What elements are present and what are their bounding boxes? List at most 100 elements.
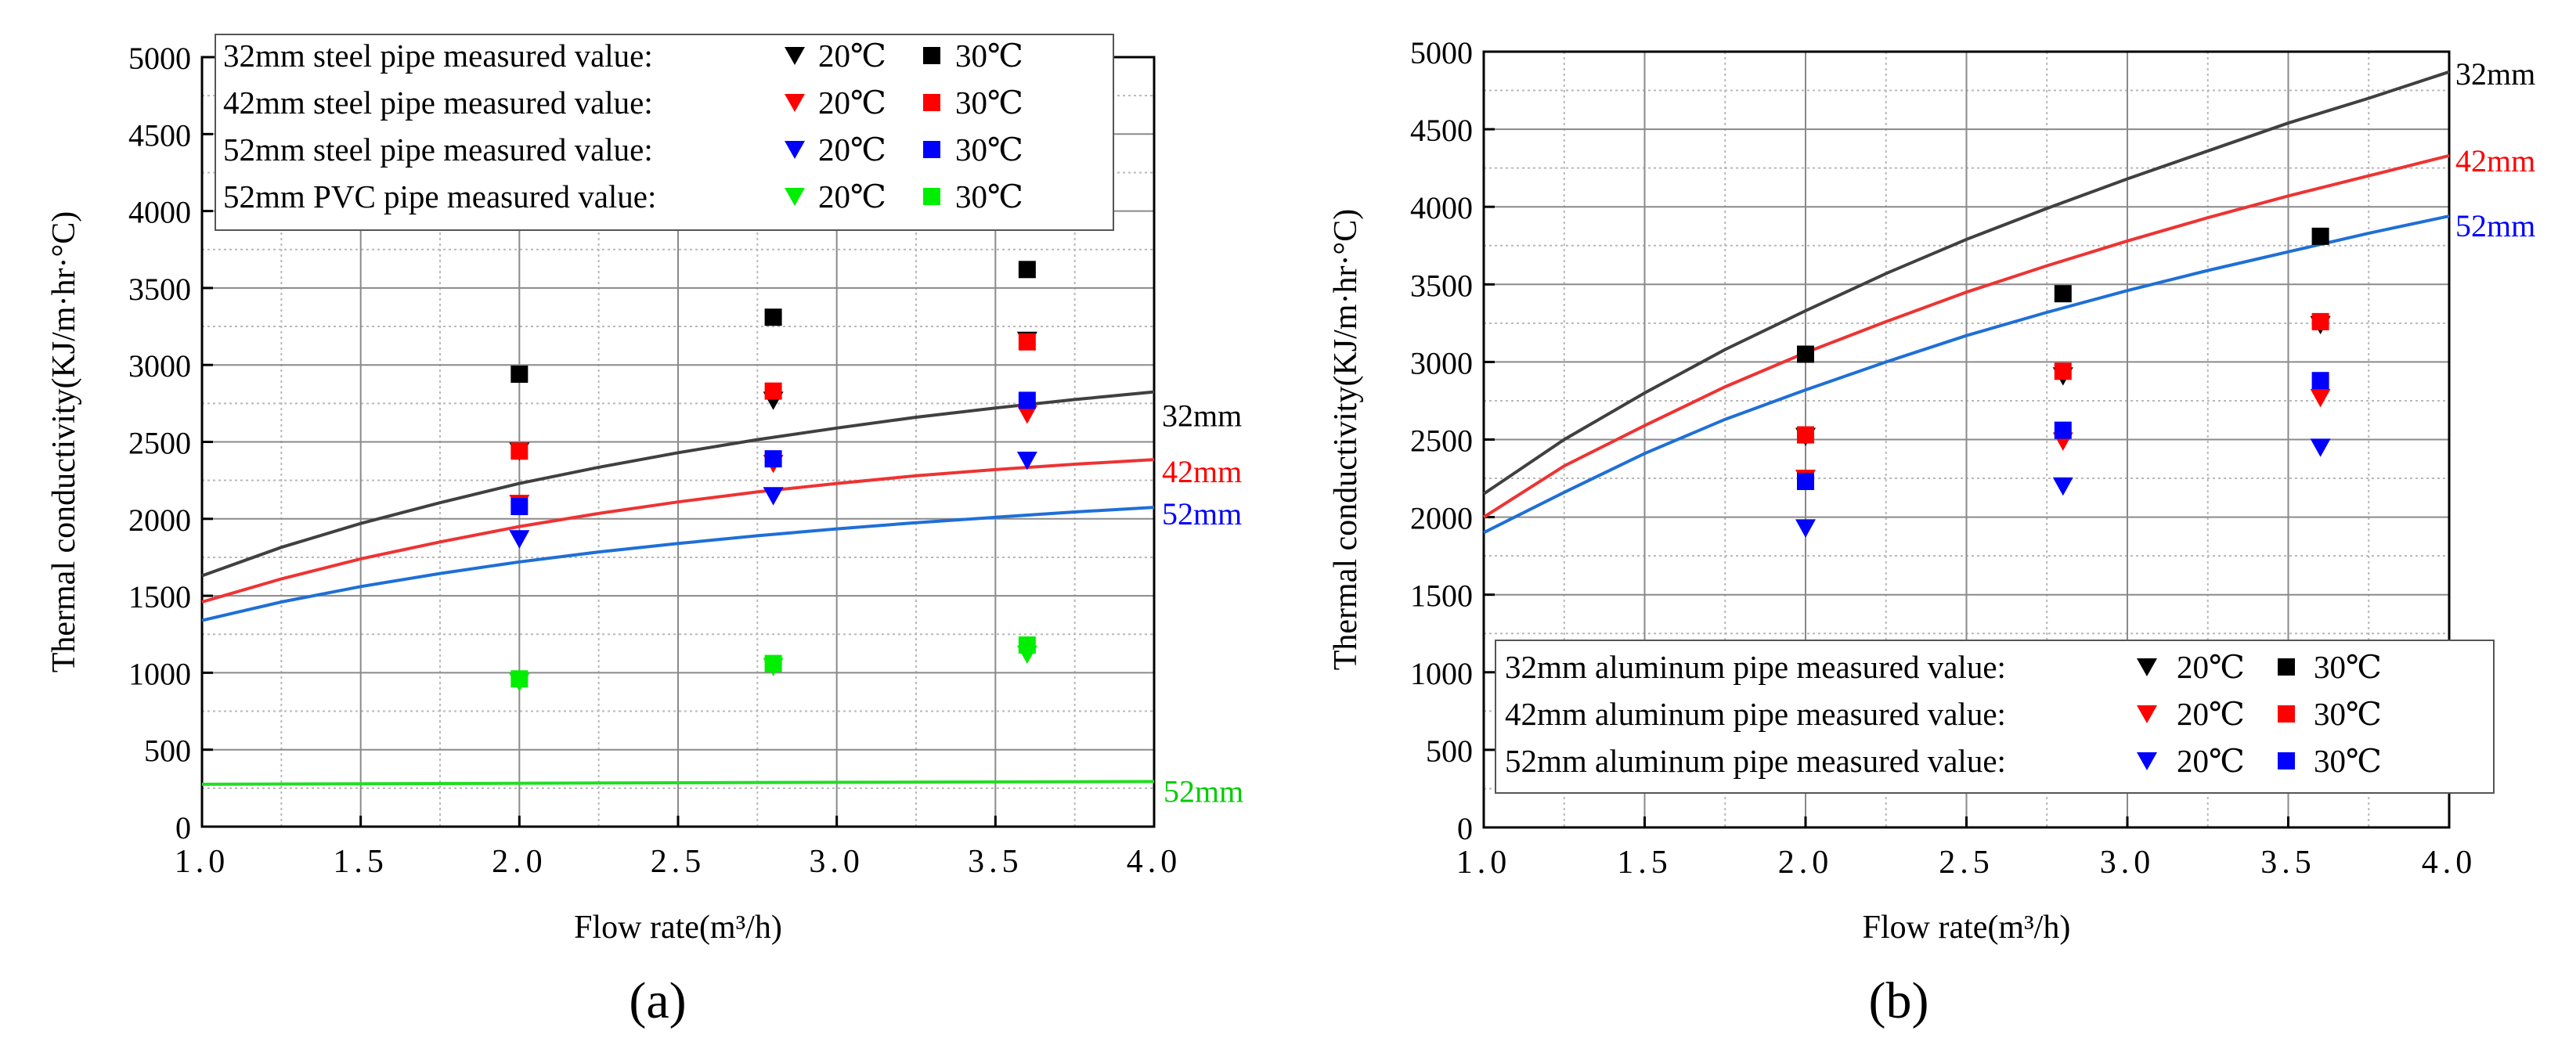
legend-temp-20: 20℃ bbox=[818, 178, 886, 214]
marker-square bbox=[764, 450, 782, 468]
curve-32mm bbox=[1482, 70, 2450, 496]
y-tick-label: 1500 bbox=[128, 579, 191, 614]
legend-temp-20: 20℃ bbox=[2177, 743, 2245, 779]
marker-square bbox=[511, 498, 529, 516]
marker-square bbox=[511, 442, 529, 460]
legend-entry: 32mm steel pipe measured value: 20℃ 30℃ bbox=[223, 38, 1023, 74]
marker-square bbox=[764, 382, 782, 400]
axis-ticks: 1.0 1.5 2.0 2.5 3.0 3.5 4.0 0 500 1000 1500 2000 250… bbox=[1410, 35, 2477, 881]
marker-square bbox=[764, 308, 782, 326]
y-tick-label: 1000 bbox=[128, 656, 191, 691]
y-tick-label: 2500 bbox=[128, 426, 191, 461]
marker-square bbox=[2054, 285, 2072, 303]
x-tick-label: 2.0 bbox=[492, 844, 547, 880]
legend-marker-square bbox=[2278, 705, 2295, 723]
curve-label: 52mm bbox=[1162, 496, 1242, 532]
y-tick-label: 2000 bbox=[1410, 501, 1473, 536]
panel-a-label: (a) bbox=[629, 972, 686, 1029]
curve-42mm bbox=[201, 458, 1155, 604]
y-tick-label: 4000 bbox=[128, 195, 191, 230]
marker-square bbox=[1018, 391, 1036, 409]
legend-label: 42mm steel pipe measured value: bbox=[223, 85, 653, 121]
legend-label: 52mm PVC pipe measured value: bbox=[223, 178, 656, 214]
curve-52mm bbox=[201, 780, 1155, 786]
model-curves: 32mm 42mm 52mm 52mm bbox=[201, 390, 1243, 809]
marker-square bbox=[1797, 426, 1814, 444]
legend-marker-triangle-down bbox=[2137, 705, 2157, 723]
marker-square bbox=[1797, 345, 1814, 363]
legend: 32mm aluminum pipe measured value: 20℃ 30℃… bbox=[1495, 640, 2495, 794]
marker-triangle-down bbox=[2310, 438, 2331, 457]
legend-label: 52mm aluminum pipe measured value: bbox=[1505, 743, 2006, 779]
marker-square bbox=[1018, 261, 1036, 279]
x-tick-label: 2.5 bbox=[651, 844, 706, 880]
curve-label: 42mm bbox=[1162, 454, 1242, 489]
x-tick-label: 3.0 bbox=[809, 844, 864, 880]
x-tick-label: 2.5 bbox=[1939, 845, 1994, 881]
chart-a: 1.0 1.5 2.0 2.5 3.0 3.5 4.0 0 500 1000 1500 2000 250… bbox=[46, 34, 1243, 946]
x-tick-label: 1.0 bbox=[175, 844, 230, 880]
legend-temp-30: 30℃ bbox=[955, 178, 1023, 214]
legend-box bbox=[215, 34, 1114, 231]
marker-triangle-down bbox=[1795, 519, 1816, 538]
marker-square bbox=[1018, 636, 1036, 654]
x-axis-label: Flow rate(m³/h) bbox=[574, 910, 782, 946]
legend-label: 32mm steel pipe measured value: bbox=[223, 38, 653, 74]
y-tick-label: 4500 bbox=[1410, 113, 1473, 148]
marker-triangle-down bbox=[1016, 405, 1037, 424]
legend-marker-square bbox=[2278, 752, 2295, 769]
legend-marker-triangle-down bbox=[785, 47, 805, 65]
marker-square bbox=[2311, 372, 2329, 390]
legend-entry: 52mm PVC pipe measured value: 20℃ 30℃ bbox=[223, 178, 1023, 214]
y-tick-label: 4000 bbox=[1410, 190, 1473, 225]
legend-entry: 32mm aluminum pipe measured value: 20℃ 30℃ bbox=[1505, 649, 2382, 685]
legend: 32mm steel pipe measured value: 20℃ 30℃42m… bbox=[215, 34, 1114, 231]
y-tick-label: 500 bbox=[1426, 733, 1473, 769]
marker-square bbox=[2311, 227, 2329, 245]
curve-label: 32mm bbox=[2455, 56, 2535, 92]
y-tick-label: 5000 bbox=[1410, 35, 1473, 70]
y-tick-label: 1000 bbox=[1410, 656, 1473, 691]
curve-label: 32mm bbox=[1162, 398, 1242, 434]
legend-marker-triangle-down bbox=[785, 141, 805, 159]
legend-temp-20: 20℃ bbox=[818, 132, 886, 168]
curve-label: 42mm bbox=[2455, 143, 2535, 178]
y-tick-label: 0 bbox=[1457, 811, 1473, 846]
marker-triangle-down bbox=[2052, 477, 2073, 496]
y-tick-label: 3500 bbox=[128, 272, 191, 307]
marker-square bbox=[2054, 421, 2072, 439]
model-curves: 32mm 42mm 52mm bbox=[1482, 56, 2535, 535]
legend-temp-30: 30℃ bbox=[2314, 696, 2382, 732]
marker-square bbox=[1797, 473, 1814, 491]
panel-b-label: (b) bbox=[1869, 972, 1929, 1029]
x-tick-label: 4.0 bbox=[1127, 844, 1182, 880]
legend-marker-square bbox=[923, 47, 940, 64]
marker-square bbox=[511, 670, 529, 688]
axis-ticks: 1.0 1.5 2.0 2.5 3.0 3.5 4.0 0 500 1000 1500 2000 250… bbox=[128, 41, 1182, 880]
y-tick-label: 5000 bbox=[128, 41, 191, 76]
y-tick-label: 500 bbox=[144, 733, 191, 769]
legend-marker-triangle-down bbox=[785, 188, 805, 206]
y-tick-label: 3000 bbox=[128, 348, 191, 384]
x-tick-label: 3.5 bbox=[2260, 845, 2316, 881]
legend-label: 52mm steel pipe measured value: bbox=[223, 132, 653, 168]
legend-temp-30: 30℃ bbox=[2314, 743, 2382, 779]
x-tick-label: 1.5 bbox=[333, 844, 388, 880]
marker-square bbox=[2311, 312, 2329, 330]
y-axis-label: Thermal conductivity(KJ/m·hr·°C) bbox=[46, 211, 82, 672]
curve-label: 52mm bbox=[2455, 208, 2535, 243]
curve-52mm bbox=[201, 506, 1155, 622]
y-axis-label: Thermal conductivity(KJ/m·hr·°C) bbox=[1328, 209, 1364, 670]
legend-label: 32mm aluminum pipe measured value: bbox=[1505, 649, 2006, 685]
legend-box bbox=[1495, 640, 2495, 794]
curve-32mm bbox=[201, 390, 1155, 578]
legend-temp-20: 20℃ bbox=[2177, 649, 2245, 685]
legend-temp-30: 30℃ bbox=[955, 38, 1023, 74]
y-tick-label: 2500 bbox=[1410, 423, 1473, 459]
curve-52mm bbox=[1483, 214, 2450, 535]
x-tick-label: 4.0 bbox=[2422, 845, 2477, 881]
measured-points bbox=[1795, 227, 2331, 538]
legend-marker-square bbox=[923, 94, 940, 111]
measured-points bbox=[509, 261, 1037, 692]
